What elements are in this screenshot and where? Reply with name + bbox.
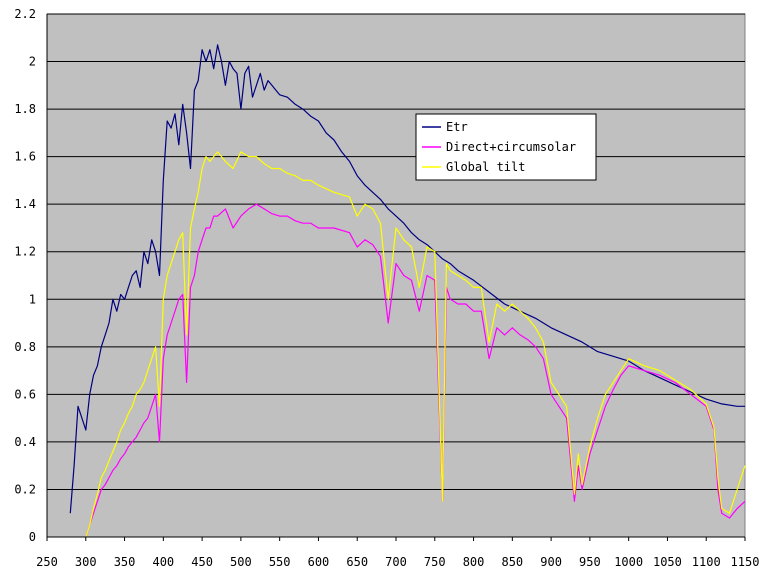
- x-tick-label: 350: [114, 555, 136, 569]
- y-tick-label: 2: [29, 55, 36, 69]
- x-tick-label: 600: [308, 555, 330, 569]
- y-tick-label: 0.4: [14, 435, 36, 449]
- x-tick-label: 800: [463, 555, 485, 569]
- x-tick-label: 250: [36, 555, 58, 569]
- y-tick-label: 0: [29, 530, 36, 544]
- x-tick-label: 1100: [692, 555, 721, 569]
- series-line-0: [69, 44, 745, 514]
- plot-area: [46, 13, 746, 538]
- x-tick-label: 500: [230, 555, 252, 569]
- x-tick-label: 1000: [614, 555, 643, 569]
- y-tick-label: 1.2: [14, 245, 36, 259]
- x-tick-label: 850: [501, 555, 523, 569]
- y-tick-label: 0.6: [14, 387, 36, 401]
- legend-label-etr: Etr: [446, 120, 468, 134]
- x-tick-label: 300: [75, 555, 97, 569]
- x-tick-label: 400: [152, 555, 174, 569]
- y-tick-label: 1.8: [14, 102, 36, 116]
- legend: Etr Direct+circumsolar Global tilt: [415, 113, 597, 181]
- x-tick-label: 1150: [731, 555, 760, 569]
- series-layer: [69, 44, 746, 538]
- legend-label-global: Global tilt: [446, 160, 525, 174]
- x-tick-label: 550: [269, 555, 291, 569]
- y-tick-label: 1.4: [14, 197, 36, 211]
- x-tick-labels: 250 300 350 400 450 500 550 600 650 700 750 800 850 9…: [36, 537, 759, 569]
- y-tick-label: 0.2: [14, 482, 36, 496]
- grid-lines: [47, 13, 745, 490]
- y-tick-label: 1: [29, 292, 36, 306]
- y-tick-label: 0.8: [14, 340, 36, 354]
- series-line-2: [85, 151, 746, 538]
- legend-box: [415, 113, 597, 181]
- x-tick-label: 700: [385, 555, 407, 569]
- y-tick-label: 2.2: [14, 7, 36, 21]
- series-line-1: [85, 203, 746, 538]
- legend-label-direct: Direct+circumsolar: [446, 140, 576, 154]
- x-tick-label: 900: [540, 555, 562, 569]
- x-tick-label: 950: [579, 555, 601, 569]
- y-tick-labels: 0 0.2 0.4 0.6 0.8 1 1.2 1.4 1.6 1.8 2 2.2: [14, 7, 36, 544]
- x-tick-label: 450: [191, 555, 213, 569]
- x-tick-label: 1050: [653, 555, 682, 569]
- y-tick-label: 1.6: [14, 150, 36, 164]
- x-tick-label: 750: [424, 555, 446, 569]
- x-tick-label: 650: [346, 555, 368, 569]
